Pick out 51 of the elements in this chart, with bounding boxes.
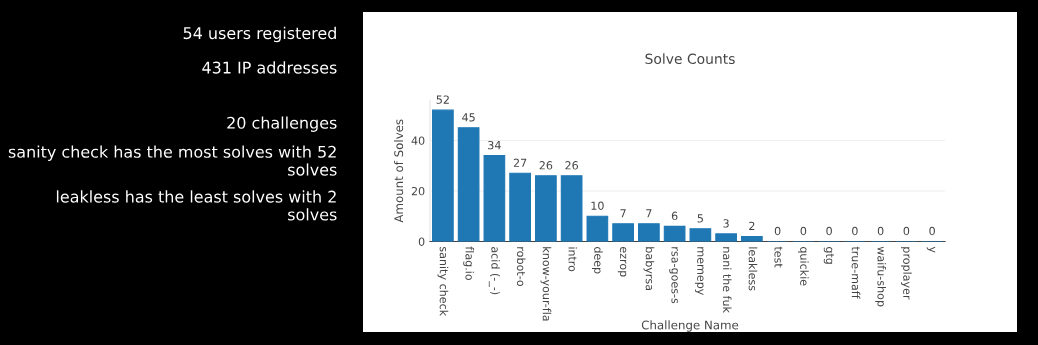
x-tick-label: y bbox=[926, 246, 936, 253]
data-label: 3 bbox=[723, 219, 729, 228]
y-tick-label: 20 bbox=[411, 186, 425, 196]
x-tick-label: nani the fuk bbox=[722, 247, 732, 313]
data-label: 0 bbox=[852, 226, 858, 236]
x-tick-label: sanity check bbox=[437, 246, 449, 317]
data-label: 0 bbox=[903, 226, 910, 236]
x-tick-label: waifu-shop bbox=[875, 246, 886, 307]
x-tick-label: quickie bbox=[798, 246, 809, 286]
data-label: 7 bbox=[646, 209, 652, 218]
x-tick-label: intro bbox=[568, 247, 577, 272]
x-tick-label: know-your-fla bbox=[540, 247, 552, 321]
data-label: 52 bbox=[436, 95, 449, 104]
data-label: 10 bbox=[591, 201, 604, 210]
data-label: 26 bbox=[565, 161, 578, 170]
text: 54 users registered bbox=[183, 26, 336, 43]
x-tick-label: gtg bbox=[823, 246, 834, 264]
x-tick-label: flag.io bbox=[463, 246, 474, 281]
text: 20 challenges bbox=[227, 116, 337, 132]
data-label: 0 bbox=[800, 226, 807, 236]
data-label: 7 bbox=[620, 209, 626, 218]
x-tick-label: acid (-_-) bbox=[488, 247, 500, 295]
x-tick-label: true-maff bbox=[851, 246, 861, 299]
data-label: 27 bbox=[513, 158, 527, 167]
x-tick-label: test bbox=[774, 246, 783, 268]
data-label: 0 bbox=[929, 226, 935, 236]
text: leakless has the least solves with 2 solves bbox=[56, 190, 337, 221]
x-tick-label: leakless bbox=[748, 247, 758, 291]
x-tick-label: babyrsa bbox=[643, 247, 655, 291]
x-tick-label: memepy bbox=[695, 247, 704, 295]
x-tick-label: ezrop bbox=[617, 246, 627, 277]
x-tick-label: robot-o bbox=[516, 247, 526, 287]
y-tick-label: 0 bbox=[418, 237, 425, 246]
data-label: 34 bbox=[488, 140, 501, 150]
x-tick-label: rsa-goes-s bbox=[669, 247, 678, 304]
x-axis-title: Challenge Name bbox=[641, 320, 739, 332]
data-label: 0 bbox=[826, 226, 832, 236]
x-tick-label: deep bbox=[592, 246, 603, 274]
data-label: 26 bbox=[539, 161, 553, 170]
x-tick-label: proplayer bbox=[901, 247, 912, 300]
y-tick-label: 40 bbox=[411, 136, 425, 145]
data-label: 0 bbox=[877, 226, 884, 236]
data-label: 6 bbox=[671, 211, 678, 221]
data-label: 2 bbox=[749, 221, 755, 230]
text: 431 IP addresses bbox=[202, 61, 337, 74]
data-label: 45 bbox=[462, 113, 475, 122]
text: sanity check has the most solves with 52 solves bbox=[8, 145, 337, 176]
data-label: 0 bbox=[774, 226, 781, 236]
y-axis-title: Amount of Solves bbox=[394, 119, 404, 223]
data-label: 5 bbox=[697, 214, 703, 223]
chart-title: Solve Counts bbox=[645, 53, 735, 65]
